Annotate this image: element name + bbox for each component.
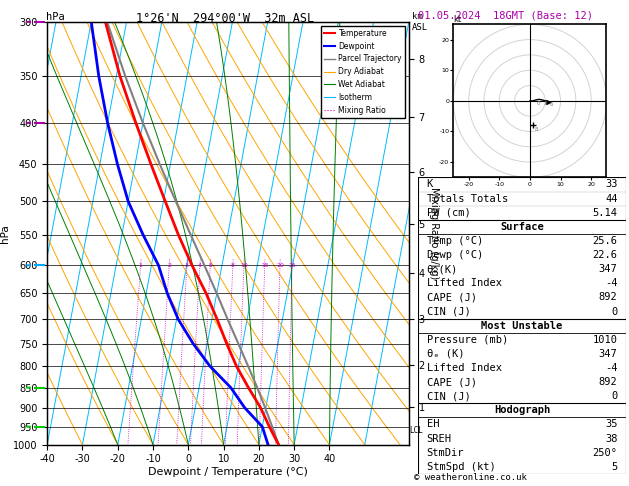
Text: Most Unstable: Most Unstable: [481, 321, 563, 330]
Text: StmDir: StmDir: [426, 448, 464, 458]
Text: CAPE (J): CAPE (J): [426, 293, 477, 302]
Text: 347: 347: [599, 264, 618, 274]
Y-axis label: Mixing Ratio (g/kg): Mixing Ratio (g/kg): [429, 187, 438, 279]
Text: SREH: SREH: [426, 434, 452, 444]
Text: 5: 5: [208, 263, 212, 268]
Text: 250°: 250°: [593, 448, 618, 458]
Text: 8: 8: [231, 263, 235, 268]
Text: 33: 33: [605, 179, 618, 190]
Text: 1°26'N  294°00'W  32m ASL: 1°26'N 294°00'W 32m ASL: [136, 12, 314, 25]
Text: 1010: 1010: [593, 335, 618, 345]
Text: CAPE (J): CAPE (J): [426, 377, 477, 387]
Text: 6: 6: [549, 103, 553, 107]
Text: 8: 8: [535, 127, 538, 133]
Text: CIN (J): CIN (J): [426, 307, 470, 316]
Text: Lifted Index: Lifted Index: [426, 363, 501, 373]
Text: Lifted Index: Lifted Index: [426, 278, 501, 288]
Text: PW (cm): PW (cm): [426, 208, 470, 218]
Text: EH: EH: [426, 419, 439, 430]
Text: hPa: hPa: [46, 12, 65, 22]
Text: StmSpd (kt): StmSpd (kt): [426, 462, 496, 472]
Text: 10: 10: [240, 263, 248, 268]
Text: 5: 5: [611, 462, 618, 472]
Text: 5.14: 5.14: [593, 208, 618, 218]
Text: 892: 892: [599, 377, 618, 387]
Text: Surface: Surface: [500, 222, 544, 232]
Text: 2: 2: [167, 263, 171, 268]
Text: θₑ (K): θₑ (K): [426, 349, 464, 359]
X-axis label: Dewpoint / Temperature (°C): Dewpoint / Temperature (°C): [148, 467, 308, 477]
Text: LCL: LCL: [409, 426, 423, 435]
Text: 38: 38: [605, 434, 618, 444]
Legend: Temperature, Dewpoint, Parcel Trajectory, Dry Adiabat, Wet Adiabat, Isotherm, Mi: Temperature, Dewpoint, Parcel Trajectory…: [321, 26, 405, 118]
Text: 25: 25: [288, 263, 296, 268]
Text: 3: 3: [543, 101, 547, 105]
Text: 0: 0: [611, 391, 618, 401]
Text: -4: -4: [605, 278, 618, 288]
Text: CIN (J): CIN (J): [426, 391, 470, 401]
Text: © weatheronline.co.uk: © weatheronline.co.uk: [414, 473, 526, 482]
Text: Temp (°C): Temp (°C): [426, 236, 483, 246]
Y-axis label: hPa: hPa: [0, 224, 10, 243]
Text: kt: kt: [454, 15, 462, 24]
Text: Dewp (°C): Dewp (°C): [426, 250, 483, 260]
Text: 0: 0: [537, 101, 540, 105]
Text: -4: -4: [605, 363, 618, 373]
Text: Totals Totals: Totals Totals: [426, 193, 508, 204]
Text: 892: 892: [599, 293, 618, 302]
Text: 25.6: 25.6: [593, 236, 618, 246]
Text: 4: 4: [198, 263, 202, 268]
Text: 347: 347: [599, 349, 618, 359]
Text: 22.6: 22.6: [593, 250, 618, 260]
Text: K: K: [426, 179, 433, 190]
Text: 35: 35: [605, 419, 618, 430]
Text: 0: 0: [611, 307, 618, 316]
Text: Hodograph: Hodograph: [494, 405, 550, 416]
Text: 20: 20: [276, 263, 284, 268]
Text: 1: 1: [139, 263, 143, 268]
Text: 44: 44: [605, 193, 618, 204]
Text: θₑ(K): θₑ(K): [426, 264, 458, 274]
Text: 01.05.2024  18GMT (Base: 12): 01.05.2024 18GMT (Base: 12): [418, 11, 593, 21]
Text: Pressure (mb): Pressure (mb): [426, 335, 508, 345]
Text: km
ASL: km ASL: [412, 12, 428, 32]
Text: 3: 3: [185, 263, 189, 268]
Text: 15: 15: [261, 263, 269, 268]
